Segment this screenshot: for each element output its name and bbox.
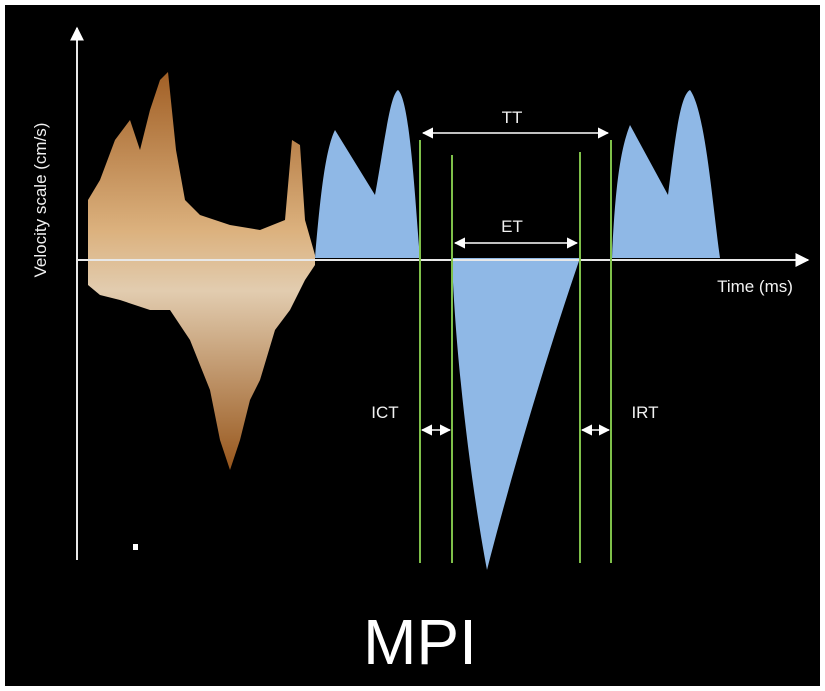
- ict-label: ICT: [371, 403, 398, 422]
- y-axis-label: Velocity scale (cm/s): [31, 123, 50, 278]
- background: [5, 5, 820, 686]
- irt-label: IRT: [631, 403, 658, 422]
- diagram: Velocity scale (cm/s) Time (ms) TT ET IC…: [0, 0, 825, 691]
- dot: [133, 544, 138, 550]
- et-label: ET: [501, 217, 523, 236]
- caption: MPI: [363, 606, 477, 678]
- tt-label: TT: [502, 108, 523, 127]
- x-axis-label: Time (ms): [717, 277, 793, 296]
